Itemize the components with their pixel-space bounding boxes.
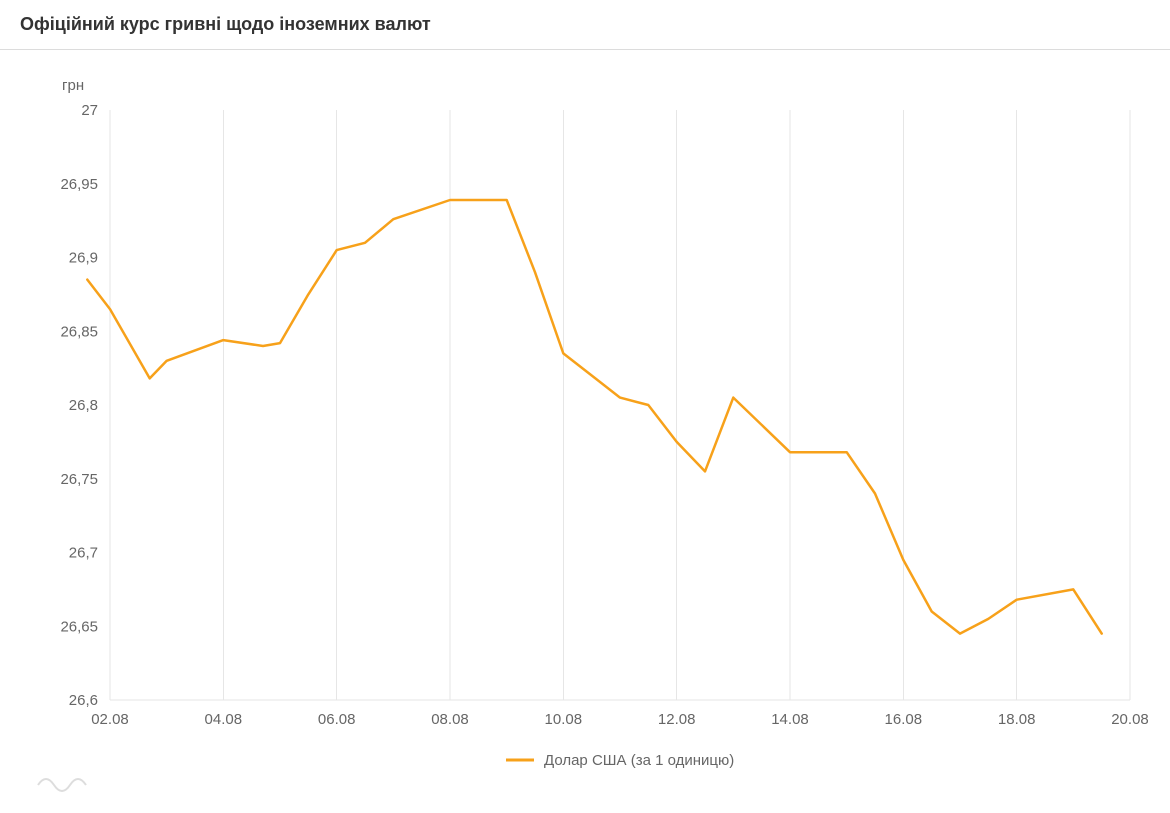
y-tick-label: 26,85: [60, 323, 98, 340]
x-tick-label: 10.08: [545, 711, 583, 728]
x-tick-label: 16.08: [885, 711, 923, 728]
y-tick-label: 27: [81, 102, 98, 119]
y-tick-label: 26,8: [69, 397, 98, 414]
x-tick-label: 06.08: [318, 711, 356, 728]
legend-label: Долар США (за 1 одиницю): [544, 752, 734, 769]
y-tick-label: 26,9: [69, 250, 98, 267]
x-tick-label: 14.08: [771, 711, 809, 728]
y-tick-label: 26,75: [60, 471, 98, 488]
x-tick-label: 20.08: [1111, 711, 1149, 728]
x-tick-label: 12.08: [658, 711, 696, 728]
y-tick-label: 26,95: [60, 176, 98, 193]
y-axis-title: грн: [62, 77, 84, 94]
series-line-usd: [87, 200, 1101, 634]
exchange-rate-chart: грн 02.08 04.08 06.08 08.08 10.08 12.08 14.08 16…: [20, 60, 1150, 813]
watermark-icon: [38, 779, 86, 791]
page-title: Офіційний курс гривні щодо іноземних вал…: [0, 0, 1170, 50]
x-tick-label: 02.08: [91, 711, 129, 728]
y-tick-label: 26,7: [69, 545, 98, 562]
y-tick-label: 26,65: [60, 618, 98, 635]
x-tick-label: 08.08: [431, 711, 469, 728]
x-tick-label: 18.08: [998, 711, 1036, 728]
y-tick-label: 26,6: [69, 692, 98, 709]
x-tick-label: 04.08: [205, 711, 243, 728]
